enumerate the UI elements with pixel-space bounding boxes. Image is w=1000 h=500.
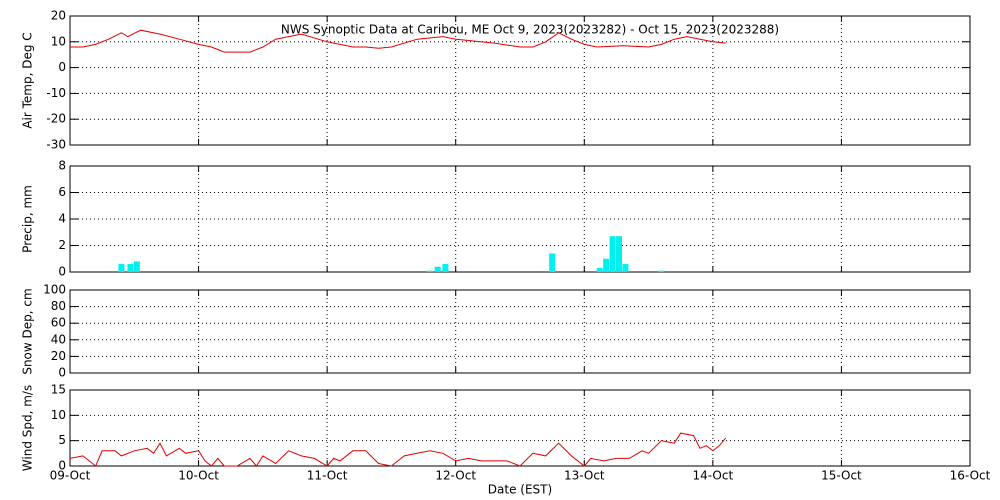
y-tick-label: -20 <box>46 112 66 126</box>
bar <box>133 261 140 272</box>
plot-frame <box>69 389 971 467</box>
y-tick-label: 6 <box>58 185 66 199</box>
x-tick-label: 09-Oct <box>50 469 91 483</box>
bar <box>118 264 125 272</box>
y-tick-label: 80 <box>51 299 66 313</box>
bar <box>658 270 665 272</box>
y-tick-label: 20 <box>51 349 66 363</box>
bar <box>127 264 134 272</box>
bar <box>616 236 622 272</box>
plot-frame <box>69 165 971 273</box>
bar <box>596 268 603 272</box>
y-tick-label: 10 <box>51 408 66 422</box>
bar <box>622 264 629 272</box>
y-tick-label: 0 <box>58 60 66 74</box>
y-axis-label: Precip, mm <box>21 185 35 253</box>
chart-title: NWS Synoptic Data at Caribou, ME Oct 9, … <box>281 23 779 37</box>
data-line <box>70 29 726 53</box>
y-tick-label: 0 <box>58 459 66 473</box>
x-tick-label: 12-Oct <box>435 469 476 483</box>
bar <box>609 236 616 272</box>
y-tick-label: 2 <box>58 238 66 252</box>
y-axis-label: Snow Dep, cm <box>21 288 35 374</box>
y-tick-label: 8 <box>58 159 66 173</box>
bar <box>549 253 556 272</box>
y-axis-label: Wind Spd, m/s <box>21 385 35 471</box>
y-tick-label: 10 <box>51 34 66 48</box>
x-tick-label: 16-Oct <box>950 469 991 483</box>
x-tick-label: 10-Oct <box>178 469 219 483</box>
data-line <box>69 432 727 467</box>
y-tick-label: 60 <box>51 316 66 330</box>
x-tick-label: 11-Oct <box>307 469 348 483</box>
y-tick-label: 40 <box>51 332 66 346</box>
y-axis-label: Air Temp, Deg C <box>21 32 35 128</box>
y-tick-label: 5 <box>58 433 66 447</box>
bar <box>442 264 449 272</box>
plot-frame <box>69 289 971 374</box>
y-tick-label: -10 <box>46 86 66 100</box>
x-axis-label: Date (EST) <box>488 483 552 497</box>
y-tick-label: 20 <box>51 9 66 23</box>
y-tick-label: 4 <box>58 212 66 226</box>
y-tick-label: 0 <box>58 366 66 380</box>
y-tick-label: 100 <box>43 283 66 297</box>
x-tick-label: 15-Oct <box>821 469 862 483</box>
x-tick-label: 14-Oct <box>693 469 734 483</box>
y-tick-label: 15 <box>51 383 66 397</box>
bar <box>427 270 433 272</box>
bar <box>603 258 610 272</box>
y-tick-label: 0 <box>58 265 66 279</box>
x-tick-label: 13-Oct <box>564 469 605 483</box>
plot-frame <box>69 15 971 146</box>
y-tick-label: -30 <box>46 138 66 152</box>
bar <box>434 266 441 272</box>
